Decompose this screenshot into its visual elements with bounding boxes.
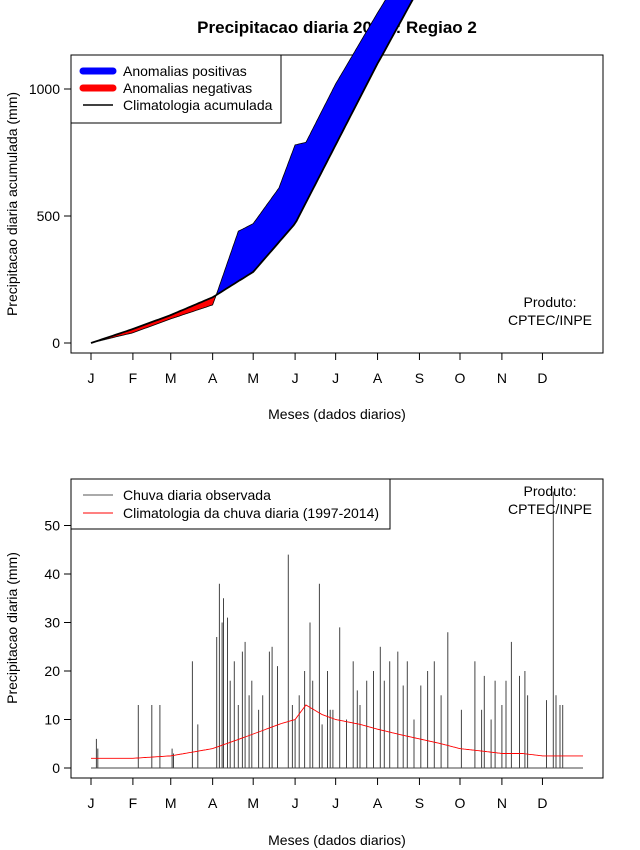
bottom-x-tick-label: M	[247, 795, 259, 811]
top-legend: Anomalias positivas Anomalias negativas …	[70, 54, 282, 124]
bottom-x-tick-label: A	[208, 795, 218, 811]
bottom-legend: Chuva diaria observada Climatologia da c…	[70, 478, 391, 530]
top-annotation-line1: Produto:	[524, 294, 577, 310]
bottom-annotation-line1: Produto:	[524, 483, 577, 499]
top-x-tick-label: S	[415, 370, 424, 386]
top-x-tick-label: O	[455, 370, 466, 386]
bottom-x-axis-label: Meses (dados diarios)	[268, 832, 406, 848]
top-x-tick-label: J	[332, 370, 339, 386]
legend-label-negative: Anomalias negativas	[123, 80, 252, 96]
bottom-y-axis-label: Precipitacao diaria (mm)	[4, 552, 20, 704]
top-x-tick-label: M	[165, 370, 177, 386]
bottom-x-tick-label: J	[292, 795, 299, 811]
bottom-y-tick-label: 40	[44, 566, 60, 582]
legend-label-daily-climatology: Climatologia da chuva diaria (1997-2014)	[123, 505, 379, 521]
top-x-tick-label: D	[537, 370, 547, 386]
bottom-annotation-line2: CPTEC/INPE	[508, 501, 592, 517]
climatology-cumulative-line	[90, 0, 414, 344]
top-x-tick-label: A	[208, 370, 218, 386]
bottom-y-tick-label: 50	[44, 518, 60, 534]
top-annotation-line2: CPTEC/INPE	[508, 312, 592, 328]
bottom-x-tick-label: S	[415, 795, 424, 811]
top-x-tick-label: J	[88, 370, 95, 386]
top-y-tick-label: 0	[52, 335, 60, 351]
bottom-x-tick-label: J	[332, 795, 339, 811]
legend-label-observed: Chuva diaria observada	[123, 487, 271, 503]
bottom-x-tick-label: F	[129, 795, 138, 811]
top-x-tick-label: F	[129, 370, 138, 386]
legend-label-climatology: Climatologia acumulada	[123, 97, 273, 113]
bottom-x-tick-label: D	[537, 795, 547, 811]
top-y-axis-label: Precipitacao diaria acumulada (mm)	[4, 92, 20, 316]
top-x-tick-label: A	[373, 370, 383, 386]
bottom-x-tick-label: O	[455, 795, 466, 811]
figure-title: Precipitacao diaria 2010 : Regiao 2	[197, 18, 477, 37]
legend-label-positive: Anomalias positivas	[123, 63, 247, 79]
bottom-x-tick-label: N	[497, 795, 507, 811]
bottom-y-tick-label: 20	[44, 663, 60, 679]
daily-climatology-line	[91, 704, 583, 759]
bottom-x-tick-label: M	[165, 795, 177, 811]
top-plot-frame	[70, 54, 604, 354]
bottom-y-tick-label: 0	[52, 760, 60, 776]
bottom-y-tick-label: 10	[44, 712, 60, 728]
bottom-x-tick-label: J	[88, 795, 95, 811]
top-x-axis-label: Meses (dados diarios)	[268, 406, 406, 422]
bottom-y-tick-label: 30	[44, 615, 60, 631]
daily-precip-panel: 0 10 20 30 40 50 J F M A M J J A S O N D Meses (dados di…	[4, 478, 604, 848]
bottom-x-tick-label: A	[373, 795, 383, 811]
top-y-tick-label: 1000	[29, 81, 60, 97]
top-x-tick-label: N	[497, 370, 507, 386]
top-y-tick-label: 500	[37, 208, 61, 224]
top-x-tick-label: M	[247, 370, 259, 386]
top-x-tick-label: J	[292, 370, 299, 386]
bottom-legend-box	[70, 478, 391, 530]
